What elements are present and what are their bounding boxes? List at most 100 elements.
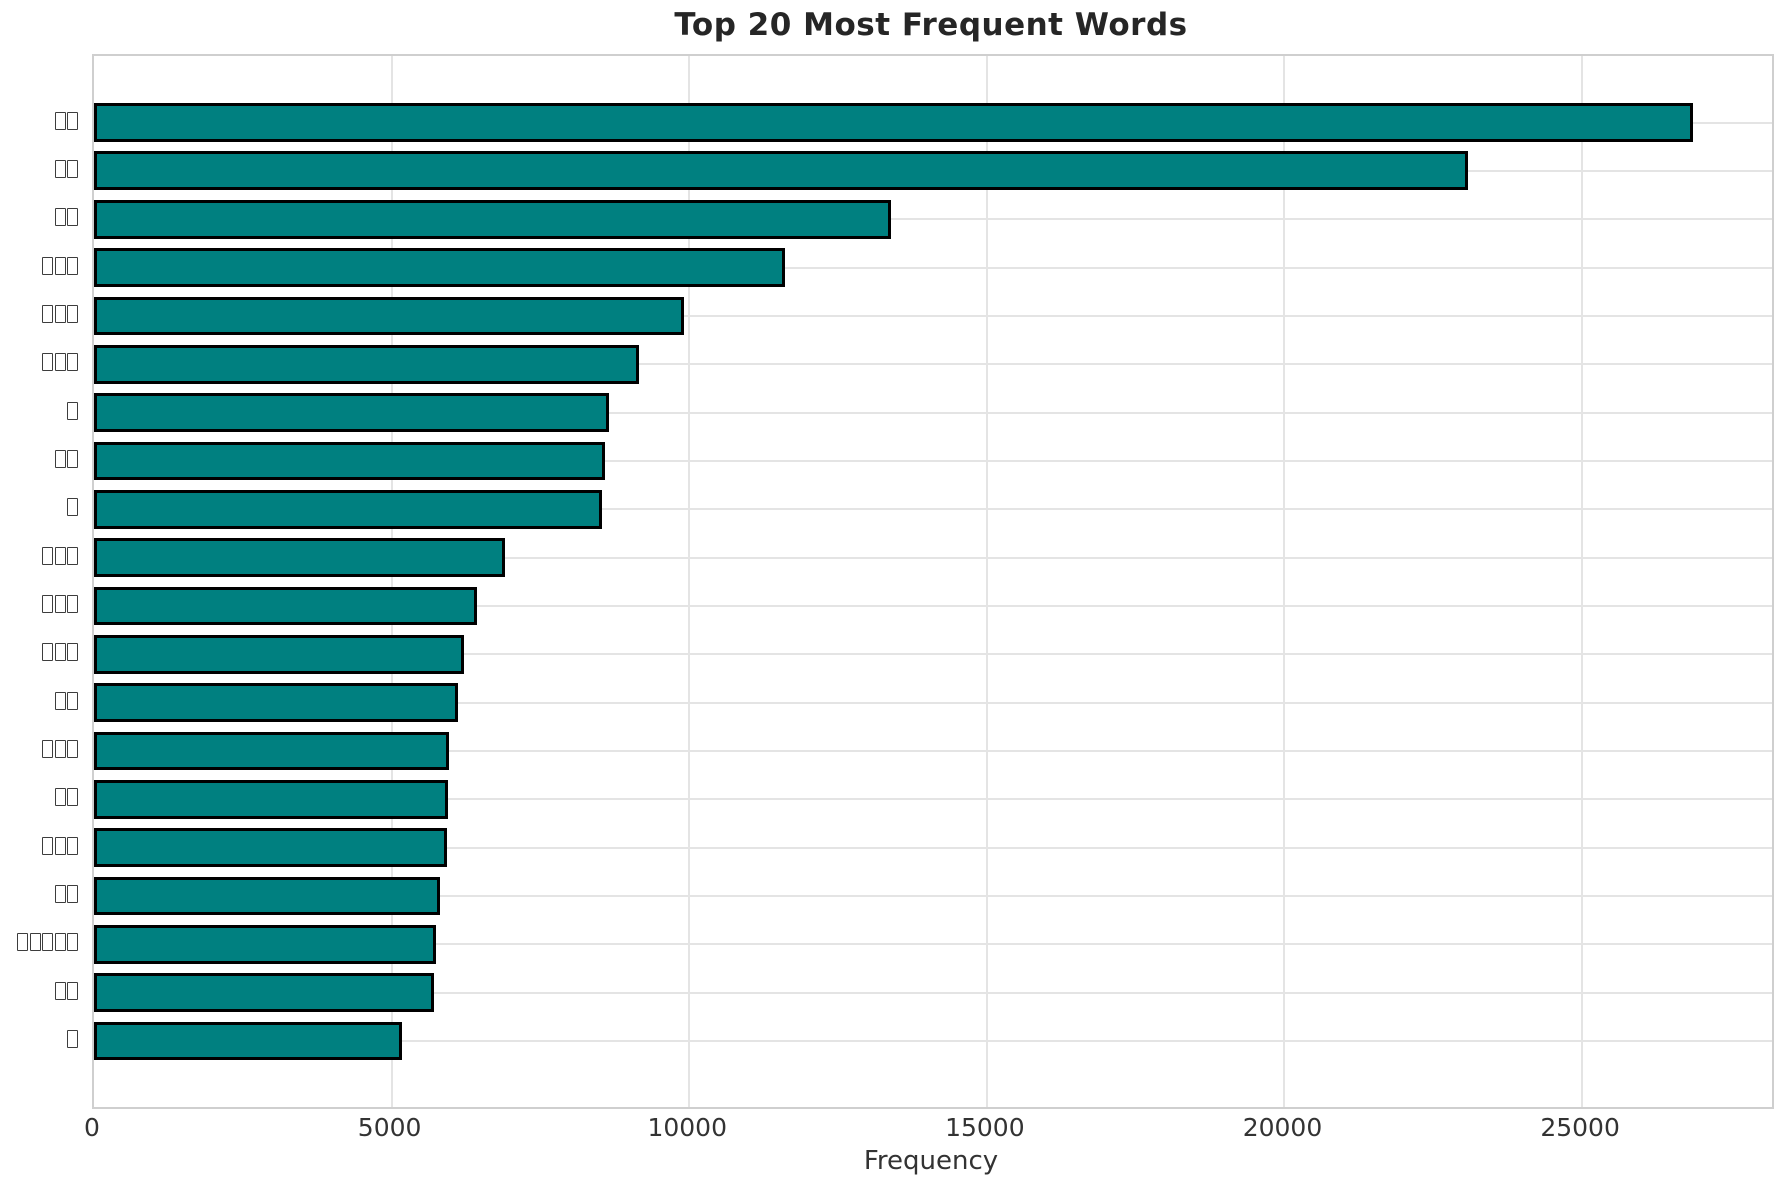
bar [94, 683, 459, 722]
y-tick-label [0, 254, 78, 278]
h-gridline [94, 411, 1772, 414]
missing-glyph-box [17, 933, 28, 952]
bar [94, 393, 609, 432]
h-gridline [94, 749, 1772, 752]
missing-glyph-box [54, 449, 66, 468]
h-gridline [94, 846, 1772, 849]
x-tick-label: 0 [84, 1113, 100, 1142]
missing-glyph-box [67, 111, 78, 130]
h-gridline [94, 508, 1772, 511]
missing-glyph-box [67, 353, 78, 372]
missing-glyph-box [67, 884, 78, 903]
y-tick-label [0, 592, 78, 616]
bar [94, 538, 505, 577]
missing-glyph-box [67, 981, 78, 1000]
h-gridline [94, 459, 1772, 462]
y-tick-label [0, 785, 78, 809]
missing-glyph-box [54, 691, 66, 710]
y-tick-label [0, 737, 78, 761]
missing-glyph-box [67, 739, 78, 758]
missing-glyph-box [67, 449, 78, 468]
h-gridline [94, 894, 1772, 897]
missing-glyph-box [67, 498, 78, 517]
missing-glyph-box [67, 933, 78, 952]
missing-glyph-box [54, 304, 66, 323]
missing-glyph-box [67, 256, 78, 275]
y-tick-label [0, 109, 78, 133]
missing-glyph-box [54, 111, 66, 130]
missing-glyph-box [67, 401, 78, 420]
missing-glyph-box [54, 594, 66, 613]
missing-glyph-box [67, 304, 78, 323]
h-gridline [94, 266, 1772, 269]
missing-glyph-box [54, 884, 66, 903]
x-tick-label: 5000 [357, 1113, 422, 1142]
h-gridline [94, 556, 1772, 559]
bar [94, 634, 465, 674]
y-tick-label [0, 544, 78, 568]
h-gridline [94, 314, 1772, 317]
bar [94, 151, 1468, 191]
missing-glyph-box [54, 208, 66, 227]
bar [94, 924, 437, 964]
missing-glyph-box [67, 836, 78, 855]
missing-glyph-box [42, 353, 53, 372]
bar [94, 441, 606, 481]
missing-glyph-box [67, 208, 78, 227]
chart-title: Top 20 Most Frequent Words [674, 7, 1188, 43]
y-tick-label [0, 1027, 78, 1051]
bar [94, 489, 602, 529]
bar [94, 1021, 402, 1061]
y-tick-label [0, 157, 78, 181]
bar [94, 103, 1693, 142]
missing-glyph-box [42, 256, 53, 275]
missing-glyph-box [42, 643, 53, 662]
h-gridline [94, 363, 1772, 366]
missing-glyph-box [54, 256, 66, 275]
missing-glyph-box [67, 159, 78, 178]
h-gridline [94, 991, 1772, 994]
y-tick-label [0, 640, 78, 664]
plot-area [92, 54, 1774, 1109]
h-gridline [94, 798, 1772, 801]
missing-glyph-box [54, 159, 66, 178]
missing-glyph-box [54, 788, 66, 807]
missing-glyph-box [67, 643, 78, 662]
bar [94, 199, 892, 239]
h-gridline [94, 1039, 1772, 1042]
missing-glyph-box [54, 739, 66, 758]
y-tick-label [0, 930, 78, 954]
v-gridline [390, 56, 393, 1107]
y-tick-label [0, 979, 78, 1003]
bar [94, 973, 434, 1012]
y-tick-label [0, 495, 78, 519]
bar [94, 828, 447, 867]
x-axis-label: Frequency [863, 1146, 999, 1176]
bar [94, 586, 477, 626]
v-gridline [1581, 56, 1584, 1107]
missing-glyph-box [42, 933, 53, 952]
missing-glyph-box [42, 304, 53, 323]
h-gridline [94, 218, 1772, 221]
bar [94, 731, 449, 771]
v-gridline [1283, 56, 1286, 1107]
bar [94, 344, 640, 384]
h-gridline [94, 653, 1772, 656]
missing-glyph-box [54, 933, 66, 952]
missing-glyph-box [67, 788, 78, 807]
y-tick-label [0, 882, 78, 906]
missing-glyph-box [54, 643, 66, 662]
h-gridline [94, 943, 1772, 946]
y-tick-label [0, 689, 78, 713]
v-gridline [688, 56, 691, 1107]
bar [94, 248, 786, 287]
missing-glyph-box [54, 353, 66, 372]
missing-glyph-box [54, 836, 66, 855]
missing-glyph-box [54, 981, 66, 1000]
h-gridline [94, 604, 1772, 607]
h-gridline [94, 701, 1772, 704]
missing-glyph-box [54, 546, 66, 565]
missing-glyph-box [29, 933, 41, 952]
y-tick-label [0, 447, 78, 471]
